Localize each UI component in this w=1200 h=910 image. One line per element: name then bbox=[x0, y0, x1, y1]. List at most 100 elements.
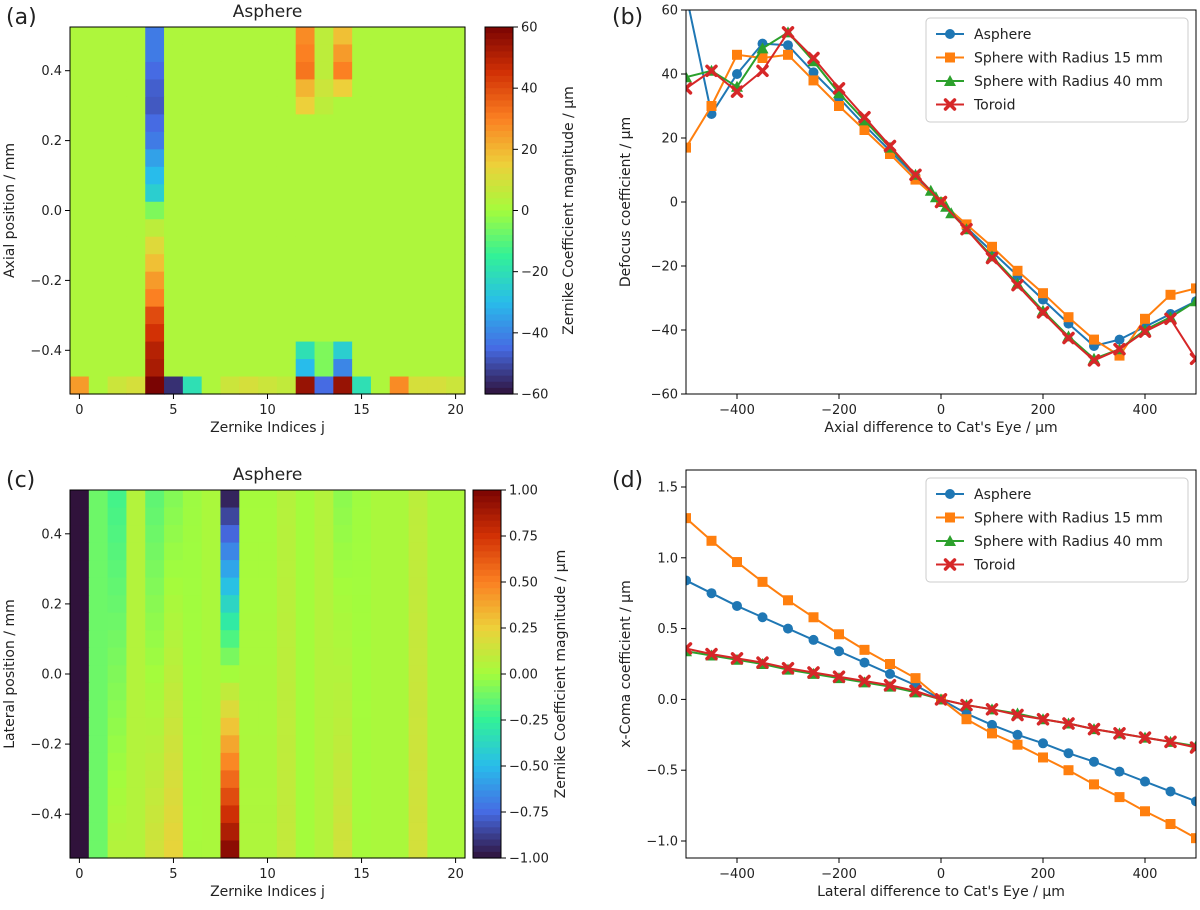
heatmap-cell bbox=[314, 271, 334, 290]
heatmap-cell bbox=[408, 44, 428, 63]
heatmap-cell bbox=[333, 490, 353, 509]
x-tick-label: 5 bbox=[169, 403, 177, 418]
heatmap-cell bbox=[239, 219, 259, 238]
data-point bbox=[686, 142, 691, 153]
heatmap-cell bbox=[446, 682, 466, 701]
heatmap-cell bbox=[239, 647, 259, 666]
heatmap-cell bbox=[126, 359, 146, 378]
data-point bbox=[705, 64, 718, 78]
heatmap-cell bbox=[258, 289, 278, 308]
x-tick-label: 20 bbox=[447, 403, 464, 418]
heatmap-cell bbox=[239, 665, 259, 684]
heatmap-cell bbox=[314, 805, 334, 824]
colorbar-tick-label: 0 bbox=[521, 204, 529, 219]
data-point bbox=[686, 575, 691, 586]
heatmap-cell bbox=[446, 324, 466, 343]
heatmap-cell bbox=[446, 79, 466, 98]
colorbar-segment bbox=[485, 308, 513, 316]
colorbar-segment bbox=[473, 716, 501, 724]
heatmap-cell bbox=[352, 184, 372, 203]
heatmap-cell bbox=[314, 289, 334, 308]
x-tick-label: 200 bbox=[1031, 867, 1056, 882]
colorbar-segment bbox=[473, 784, 501, 792]
heatmap-cell bbox=[276, 630, 297, 649]
colorbar-segment bbox=[473, 637, 501, 644]
heatmap-cell bbox=[126, 577, 146, 596]
heatmap-cell bbox=[182, 665, 203, 684]
y-tick-label: −20 bbox=[651, 260, 678, 275]
x-tick-label: 15 bbox=[353, 867, 370, 882]
heatmap-cell bbox=[164, 682, 184, 701]
heatmap-cell bbox=[389, 44, 410, 63]
heatmap-cell bbox=[295, 289, 316, 308]
heatmap-cell bbox=[239, 787, 259, 807]
y-tick-label: 60 bbox=[661, 4, 678, 19]
heatmap-cell bbox=[220, 560, 240, 579]
heatmap-cell bbox=[258, 560, 278, 579]
legend-label: Sphere with Radius 15 mm bbox=[974, 511, 1163, 527]
y-tick-label: 0.4 bbox=[41, 527, 62, 542]
heatmap-cell bbox=[239, 577, 259, 596]
heatmap-cell bbox=[182, 306, 203, 325]
data-point bbox=[987, 728, 997, 739]
heatmap-cell bbox=[70, 700, 90, 719]
y-tick-label: −0.4 bbox=[30, 344, 62, 359]
heatmap-cell bbox=[446, 201, 466, 220]
data-point bbox=[1114, 792, 1125, 803]
heatmap-cell bbox=[258, 27, 278, 46]
heatmap-cell bbox=[70, 236, 90, 255]
data-point bbox=[705, 647, 718, 661]
heatmap-cell bbox=[408, 166, 428, 185]
data-point bbox=[1012, 739, 1023, 750]
heatmap-cell bbox=[258, 507, 278, 526]
heatmap-cell bbox=[427, 254, 447, 273]
heatmap-cell bbox=[107, 717, 128, 736]
heatmap-cell bbox=[314, 717, 334, 736]
heatmap-cell bbox=[107, 376, 128, 395]
heatmap-cell bbox=[258, 166, 278, 185]
heatmap-cell bbox=[145, 840, 165, 859]
heatmap-cell bbox=[145, 507, 165, 526]
data-point bbox=[1114, 766, 1125, 777]
heatmap-cell bbox=[352, 630, 372, 649]
heatmap-cell bbox=[145, 96, 165, 115]
legend-entry-toroid: Toroid bbox=[936, 98, 1016, 114]
data-point bbox=[808, 75, 819, 86]
colorbar-segment bbox=[473, 496, 501, 503]
data-point bbox=[832, 670, 846, 683]
colorbar-segment bbox=[473, 551, 501, 559]
heatmap-cell bbox=[389, 805, 410, 824]
heatmap-cell bbox=[314, 254, 334, 273]
heatmap-cell bbox=[164, 149, 184, 168]
legend-label: Asphere bbox=[974, 27, 1031, 43]
heatmap-cell bbox=[126, 61, 146, 81]
heatmap-cell bbox=[258, 822, 278, 842]
data-point bbox=[1114, 334, 1125, 345]
heatmap-cell bbox=[88, 306, 109, 325]
heatmap-cell bbox=[182, 507, 203, 526]
heatmap-cell bbox=[389, 595, 410, 614]
heatmap-cell bbox=[107, 805, 128, 824]
heatmap-cell bbox=[389, 525, 410, 544]
y-axis-label: Defocus coefficient / μm bbox=[618, 117, 634, 287]
heatmap-cell bbox=[333, 577, 353, 596]
heatmap-cell bbox=[164, 490, 184, 509]
heatmap-cell bbox=[258, 61, 278, 81]
heatmap-cell bbox=[145, 289, 165, 308]
data-point bbox=[808, 634, 819, 645]
data-point bbox=[910, 673, 921, 684]
colorbar-segment bbox=[473, 790, 501, 798]
heatmap-cell bbox=[295, 341, 316, 360]
colorbar-segment bbox=[485, 75, 513, 83]
heatmap-cell bbox=[370, 131, 391, 150]
heatmap-cell bbox=[370, 665, 391, 684]
heatmap-cell bbox=[126, 27, 146, 46]
colorbar-segment bbox=[485, 296, 513, 303]
heatmap-cell bbox=[389, 752, 410, 771]
heatmap-cell bbox=[352, 96, 372, 115]
heatmap-cell bbox=[88, 787, 109, 807]
heatmap-cell bbox=[239, 131, 259, 150]
colorbar-tick-label: −0.75 bbox=[509, 806, 549, 821]
heatmap-cell bbox=[295, 254, 316, 273]
heatmap-cell bbox=[201, 752, 222, 771]
